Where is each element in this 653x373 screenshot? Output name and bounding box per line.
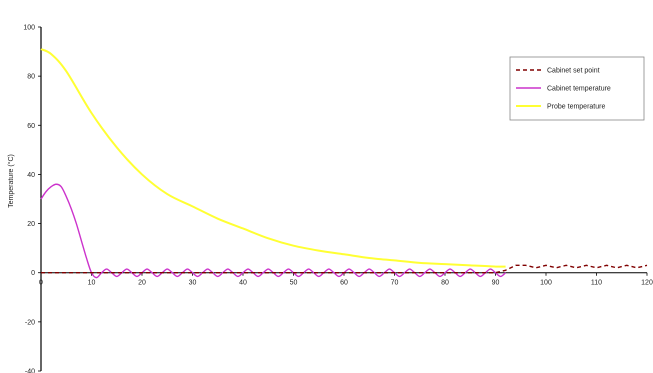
legend: Cabinet set point Cabinet temperature Prob… — [509, 56, 645, 121]
y-tick-label: 20 — [27, 221, 35, 228]
x-tick-label: 60 — [340, 280, 348, 287]
x-tick-label: 50 — [290, 280, 298, 287]
y-tick-label: 0 — [31, 270, 35, 277]
x-tick-label: 120 — [641, 280, 653, 287]
series-line-cabinet-set-point — [41, 264, 648, 274]
x-tick-label: 30 — [189, 280, 197, 287]
x-tick-label: 20 — [138, 280, 146, 287]
series-line-probe-temperature — [40, 48, 506, 268]
y-tick-label: 100 — [23, 25, 35, 32]
x-tick-label: 10 — [88, 280, 96, 287]
x-tick-label: 0 — [39, 280, 43, 287]
x-tick-label: 100 — [540, 280, 552, 287]
y-tick-label: 60 — [27, 123, 35, 130]
y-tick-label: -20 — [25, 319, 35, 326]
x-tick-label: 40 — [239, 280, 247, 287]
y-tick-label: 80 — [27, 74, 35, 81]
y-tick-label: 40 — [27, 172, 35, 179]
y-axis-title: Temperature (°C) — [7, 154, 15, 208]
x-tick-label: 80 — [441, 280, 449, 287]
legend-label: Cabinet set point — [547, 68, 600, 75]
x-tick-label: 90 — [492, 280, 500, 287]
y-tick-label: -40 — [25, 369, 35, 373]
legend-label: Probe temperature — [547, 104, 605, 111]
legend-label: Cabinet temperature — [547, 86, 611, 93]
x-tick-label: 110 — [591, 280, 602, 287]
series-layer — [40, 48, 648, 279]
x-tick-label: 70 — [391, 280, 399, 287]
